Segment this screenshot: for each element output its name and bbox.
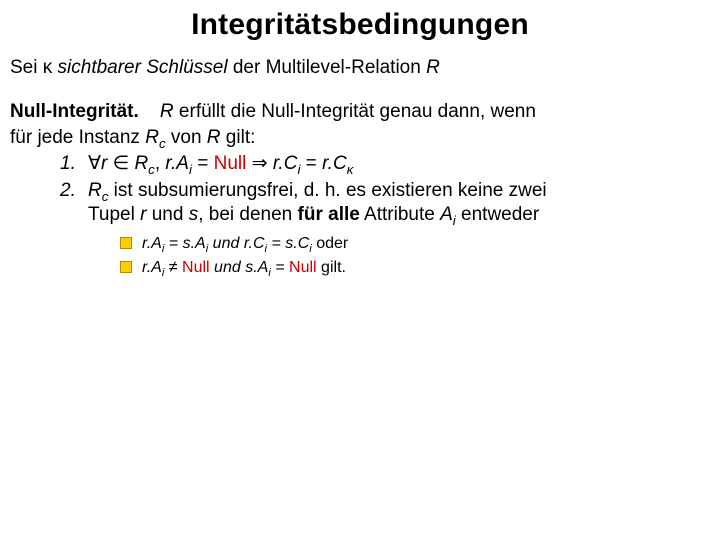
b2-null2: Null	[289, 259, 317, 276]
b1-eq2: =	[267, 235, 285, 252]
b2-rA: r.A	[142, 259, 162, 276]
b2-und: und	[210, 259, 246, 276]
forall-symbol: ∀	[88, 153, 101, 174]
comma: ,	[155, 153, 166, 174]
b2-gilt: gilt.	[317, 259, 346, 276]
list-item-2: 2. Rc ist subsumierungsfrei, d. h. es ex…	[60, 179, 710, 228]
section-R2: R	[207, 127, 221, 148]
rC: r.C	[273, 153, 298, 174]
numbered-list: 1. ∀r ∈ Rc, r.Ai = Null ⇒ r.Ci = r.Cκ 2.…	[60, 152, 710, 227]
section-line-1: Null-Integrität. R erfüllt die Null-Inte…	[10, 100, 710, 124]
b1-und: und	[208, 235, 244, 252]
b1-eq1: =	[164, 235, 182, 252]
eq-1: =	[192, 153, 214, 174]
visible-key-phrase: sichtbarer Schlüssel	[58, 57, 228, 78]
item2-text-b: ist subsumierungsfrei, d. h. es existier…	[108, 180, 546, 201]
list-body-1: ∀r ∈ Rc, r.Ai = Null ⇒ r.Ci = r.Cκ	[88, 152, 710, 176]
bullet-icon	[120, 237, 132, 249]
rCk: r.C	[322, 153, 347, 174]
bullet-text-1: r.Ai = s.Ai und r.Ci = s.Ci oder	[142, 233, 710, 255]
null-1: Null	[214, 153, 247, 174]
premise-text-1: Sei	[10, 57, 43, 78]
b2-sA: s.A	[245, 259, 268, 276]
section-body-2c: von	[166, 127, 207, 148]
section-Rc-R: R	[145, 127, 159, 148]
premise-text-3: der Multilevel-Relation	[228, 57, 427, 78]
section-R: R	[160, 101, 174, 122]
eq-2: =	[300, 153, 322, 174]
list-marker-2: 2.	[60, 179, 88, 228]
b1-sA: s.A	[183, 235, 206, 252]
section-heading: Null-Integrität.	[10, 101, 139, 122]
section-Rc-c: c	[159, 136, 166, 151]
Rc-R: R	[134, 153, 148, 174]
section-body-2a: für jede Instanz	[10, 127, 145, 148]
b1-rC: r.C	[244, 235, 265, 252]
kappa-symbol: κ	[43, 57, 53, 78]
bullet-list: r.Ai = s.Ai und r.Ci = s.Ci oder r.Ai ≠ …	[120, 233, 710, 278]
item2-text-c5: entweder	[456, 204, 539, 225]
page-title: Integritätsbedingungen	[10, 8, 710, 42]
attr-A: A	[440, 204, 453, 225]
bullet-icon	[120, 261, 132, 273]
item2-text-c3: , bei denen	[198, 204, 297, 225]
b1-oder: oder	[312, 235, 348, 252]
bullet-text-2: r.Ai ≠ Null und s.Ai = Null gilt.	[142, 257, 710, 279]
list-item-1: 1. ∀r ∈ Rc, r.Ai = Null ⇒ r.Ci = r.Cκ	[60, 152, 710, 176]
section-body-2e: gilt:	[221, 127, 256, 148]
section-body-1b: erfüllt die Null-Integrität genau dann, …	[174, 101, 536, 122]
rA: r.A	[165, 153, 189, 174]
Rc-c: c	[148, 162, 155, 177]
list-body-2: Rc ist subsumierungsfrei, d. h. es exist…	[88, 179, 710, 228]
element-of: ∈	[107, 153, 134, 174]
item2-Rc-R: R	[88, 180, 102, 201]
item2-text-c2: und	[146, 204, 188, 225]
section-line-2: für jede Instanz Rc von R gilt:	[10, 126, 710, 150]
fuer-alle: für alle	[298, 204, 360, 225]
slide: Integritätsbedingungen Sei κ sichtbarer …	[0, 0, 720, 540]
b1-rA: r.A	[142, 235, 162, 252]
premise-line: Sei κ sichtbarer Schlüssel der Multileve…	[10, 56, 710, 80]
b2-null1: Null	[182, 259, 210, 276]
item2-text-c4: Attribute	[360, 204, 440, 225]
rCk-kappa: κ	[347, 162, 354, 177]
b2-eq: =	[271, 259, 289, 276]
implies-symbol: ⇒	[246, 153, 272, 174]
list-marker-1: 1.	[60, 152, 88, 176]
b2-neq: ≠	[164, 259, 182, 276]
b1-sC: s.C	[285, 235, 309, 252]
bullet-item-2: r.Ai ≠ Null und s.Ai = Null gilt.	[120, 257, 710, 279]
bullet-item-1: r.Ai = s.Ai und r.Ci = s.Ci oder	[120, 233, 710, 255]
relation-R: R	[426, 57, 440, 78]
tuple-s: s	[189, 204, 199, 225]
item2-text-c1: Tupel	[88, 204, 140, 225]
